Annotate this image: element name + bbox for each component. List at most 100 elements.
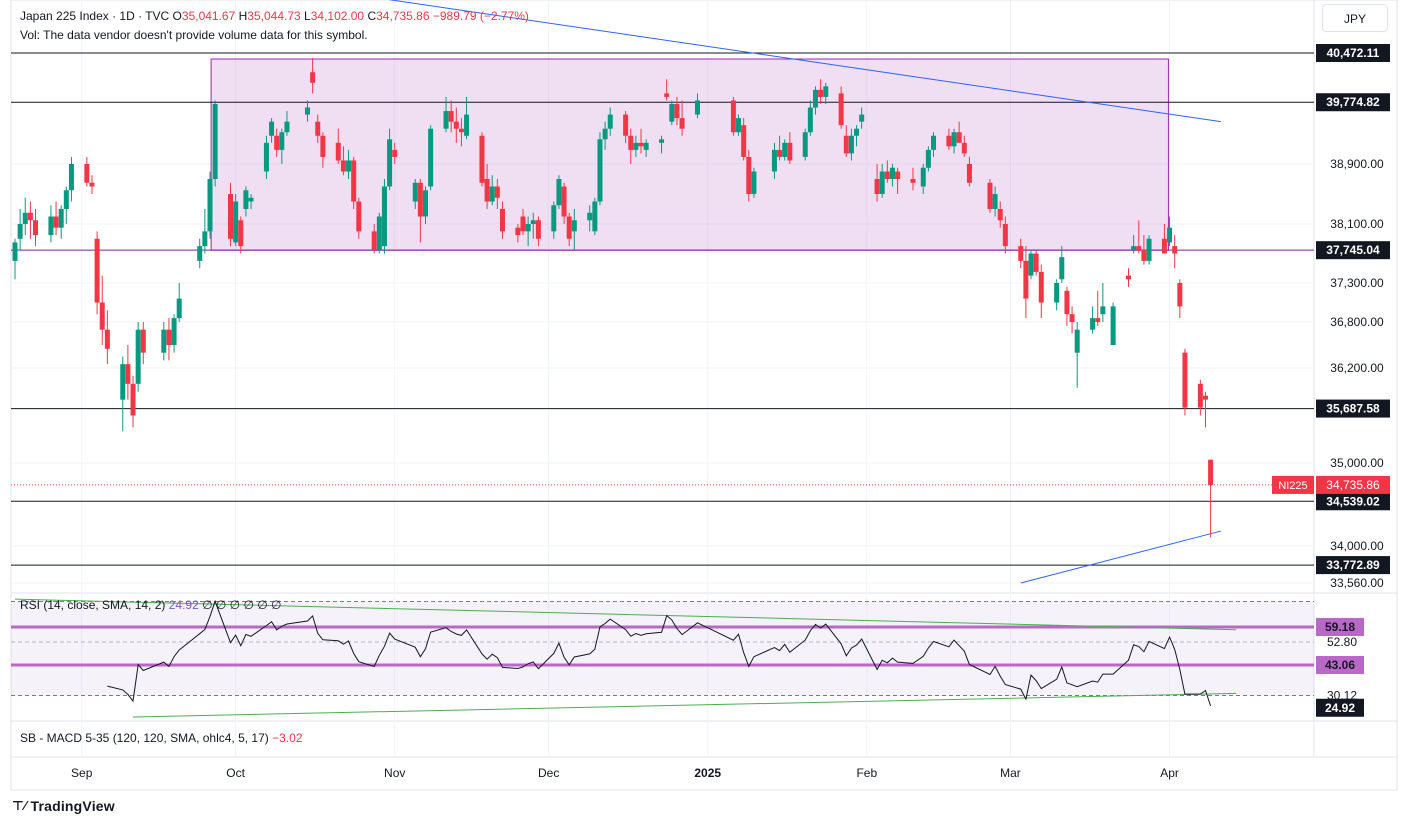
candle-body-137 <box>1069 314 1075 322</box>
level-tag-bg-1 <box>1316 93 1390 112</box>
candle-body-153 <box>1197 383 1203 408</box>
candle-body-21 <box>166 329 172 345</box>
rsi-legend: RSI (14, close, SMA, 14, 2) 24.92 ∅ ∅ ∅ … <box>20 597 282 613</box>
candle-body-79 <box>602 128 608 140</box>
candle-body-122 <box>956 132 962 143</box>
trend-line-1 <box>1020 530 1221 584</box>
candle-body-134 <box>1054 283 1060 303</box>
range-box <box>210 58 1169 251</box>
candle-body-116 <box>910 179 916 183</box>
candle-body-98 <box>777 149 783 157</box>
candle-body-109 <box>854 128 860 136</box>
level-tag-3: 35,687.58 <box>1326 402 1380 416</box>
candle-body-125 <box>987 182 993 209</box>
symbol-tag: NI225 <box>1278 480 1307 492</box>
candle-body-63 <box>489 186 495 202</box>
level-tag-bg-0 <box>1316 44 1390 62</box>
candle-body-114 <box>889 167 895 179</box>
candle-body-49 <box>381 186 387 247</box>
rsi-band-tag-0: 59.18 <box>1325 620 1355 634</box>
candle-body-50 <box>387 139 393 187</box>
candle-body-17 <box>130 383 136 416</box>
candle-body-115 <box>895 171 901 179</box>
chart-frame <box>10 0 1398 791</box>
candle-body-51 <box>392 149 398 157</box>
candle-body-94 <box>741 125 747 157</box>
candle-body-9 <box>68 164 74 191</box>
candle-body-90 <box>679 118 685 129</box>
tradingview-logo-icon: ⊤⁄ <box>12 798 27 813</box>
candle-body-107 <box>843 135 849 154</box>
candle-body-118 <box>925 149 931 168</box>
candle-body-44 <box>346 160 352 172</box>
candle-body-37 <box>284 121 290 133</box>
candle-body-103 <box>812 89 818 108</box>
candle-body-135 <box>1059 257 1065 280</box>
macd-value: −3.02 <box>272 731 303 745</box>
candle-body-54 <box>423 190 429 217</box>
candle-body-34 <box>269 121 275 136</box>
candle-body-14 <box>104 329 110 349</box>
rsi-band-tag-1: 43.06 <box>1325 658 1355 672</box>
candle-body-147 <box>1146 238 1152 261</box>
level-tag-5: 33,772.89 <box>1326 558 1380 572</box>
time-tick-1: Oct <box>226 766 245 780</box>
candle-body-16 <box>125 364 131 384</box>
level-tag-bg-5 <box>1316 556 1390 575</box>
candle-body-46 <box>356 201 362 232</box>
candle-body-40 <box>315 121 321 136</box>
macd-label[interactable]: SB - MACD 5-35 (120, 120, SMA, ohlc4, 5,… <box>20 731 269 745</box>
candle-body-29 <box>233 201 239 243</box>
price-tick-4: 36,200.00 <box>1330 361 1384 375</box>
candle-body-91 <box>694 100 700 115</box>
candle-body-23 <box>176 298 182 319</box>
candle-body-4 <box>33 220 39 236</box>
candle-body-111 <box>874 179 880 194</box>
candle-body-132 <box>1033 253 1039 272</box>
candle-body-129 <box>1018 246 1024 261</box>
candle-body-119 <box>931 135 937 150</box>
time-tick-3: Dec <box>538 766 559 780</box>
candle-body-15 <box>120 364 126 400</box>
close-value: 34,735.86 <box>376 9 430 23</box>
candle-body-108 <box>848 135 854 154</box>
candle-body-128 <box>1002 224 1008 247</box>
candle-body-124 <box>966 164 972 183</box>
rsi-extra: ∅ ∅ ∅ ∅ ∅ ∅ <box>202 598 282 612</box>
candle-body-66 <box>515 227 521 236</box>
level-tag-4: 34,539.02 <box>1326 494 1380 508</box>
candle-body-25 <box>202 231 208 247</box>
tradingview-brand[interactable]: ⊤⁄ TradingView <box>12 798 115 814</box>
candle-body-133 <box>1038 271 1044 303</box>
candle-body-87 <box>664 93 670 97</box>
candle-body-81 <box>623 114 629 136</box>
low-value: 34,102.00 <box>310 9 365 23</box>
candle-body-131 <box>1028 253 1034 276</box>
low-label: L <box>304 9 311 23</box>
candle-body-97 <box>771 149 777 172</box>
rsi-background-band <box>11 601 1314 696</box>
candle-body-140 <box>1095 318 1101 322</box>
rsi-label[interactable]: RSI (14, close, SMA, 14, 2) <box>20 598 166 612</box>
candle-body-88 <box>669 103 675 122</box>
candle-body-60 <box>464 114 470 136</box>
candle-body-86 <box>659 139 665 143</box>
time-tick-4: 2025 <box>694 766 721 780</box>
rsi-value: 24.92 <box>168 598 199 612</box>
price-tick-3: 36,800.00 <box>1330 315 1384 329</box>
candle-body-10 <box>84 164 90 183</box>
time-tick-6: Mar <box>1000 766 1021 780</box>
candle-body-55 <box>428 128 434 187</box>
time-tick-7: Apr <box>1160 766 1179 780</box>
candle-body-70 <box>535 220 541 239</box>
candle-body-59 <box>458 128 464 133</box>
currency-button[interactable]: JPY <box>1322 4 1388 32</box>
rsi-series-line <box>107 599 1212 707</box>
candle-body-64 <box>494 186 500 198</box>
candle-body-2 <box>22 212 28 224</box>
candle-body-139 <box>1090 318 1096 330</box>
symbol-name[interactable]: Japan 225 Index · 1D · TVC <box>20 9 170 23</box>
candle-body-143 <box>1126 275 1132 280</box>
candle-body-67 <box>520 216 526 232</box>
